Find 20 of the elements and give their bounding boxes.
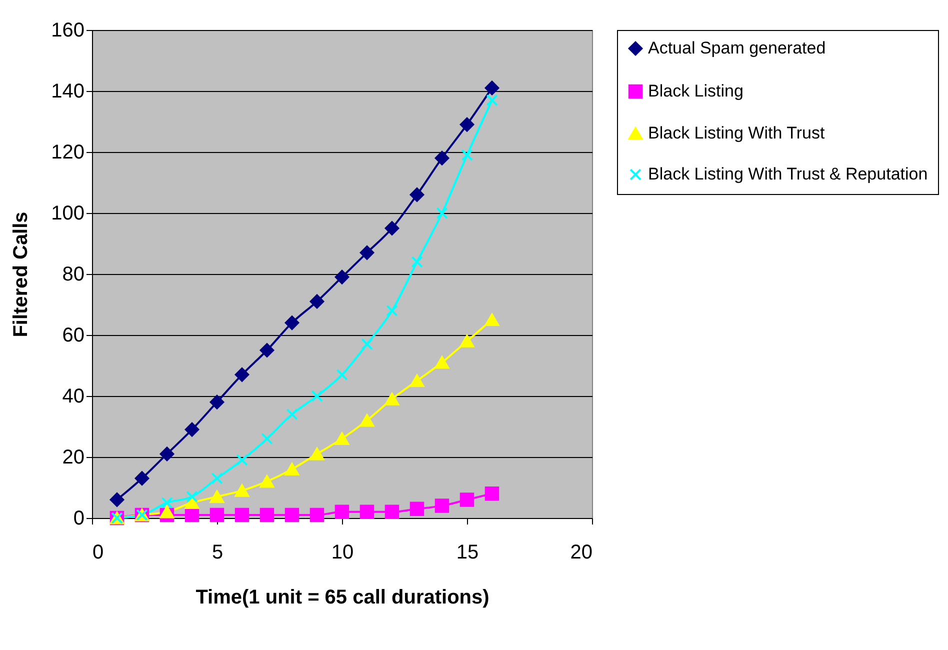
y-tick-label: 40 [62,386,84,408]
legend-label: Black Listing [648,82,744,100]
x-tick-label: 10 [331,542,354,564]
y-axis-title: Filtered Calls [10,212,32,338]
y-tick-label: 80 [62,264,84,286]
x-tick-label: 0 [92,542,104,564]
y-tick-label: 100 [51,202,84,224]
y-tick-label: 20 [62,446,84,468]
x-tick-label: 5 [212,542,224,564]
x-axis-title: Time(1 unit = 65 call durations) [196,586,490,608]
y-tick-label: 120 [51,142,84,164]
legend-label: Actual Spam generated [648,38,826,58]
y-tick-label: 60 [62,324,84,346]
y-tick-label: 0 [73,508,84,530]
legend-label: Black Listing With Trust [648,124,825,142]
legend-label: Black Listing With Trust & Reputation [648,164,928,184]
x-tick-label: 20 [570,542,592,564]
x-tick-label: 15 [456,542,479,564]
y-tick-label: 140 [51,80,84,102]
y-tick-label: 160 [51,20,84,42]
